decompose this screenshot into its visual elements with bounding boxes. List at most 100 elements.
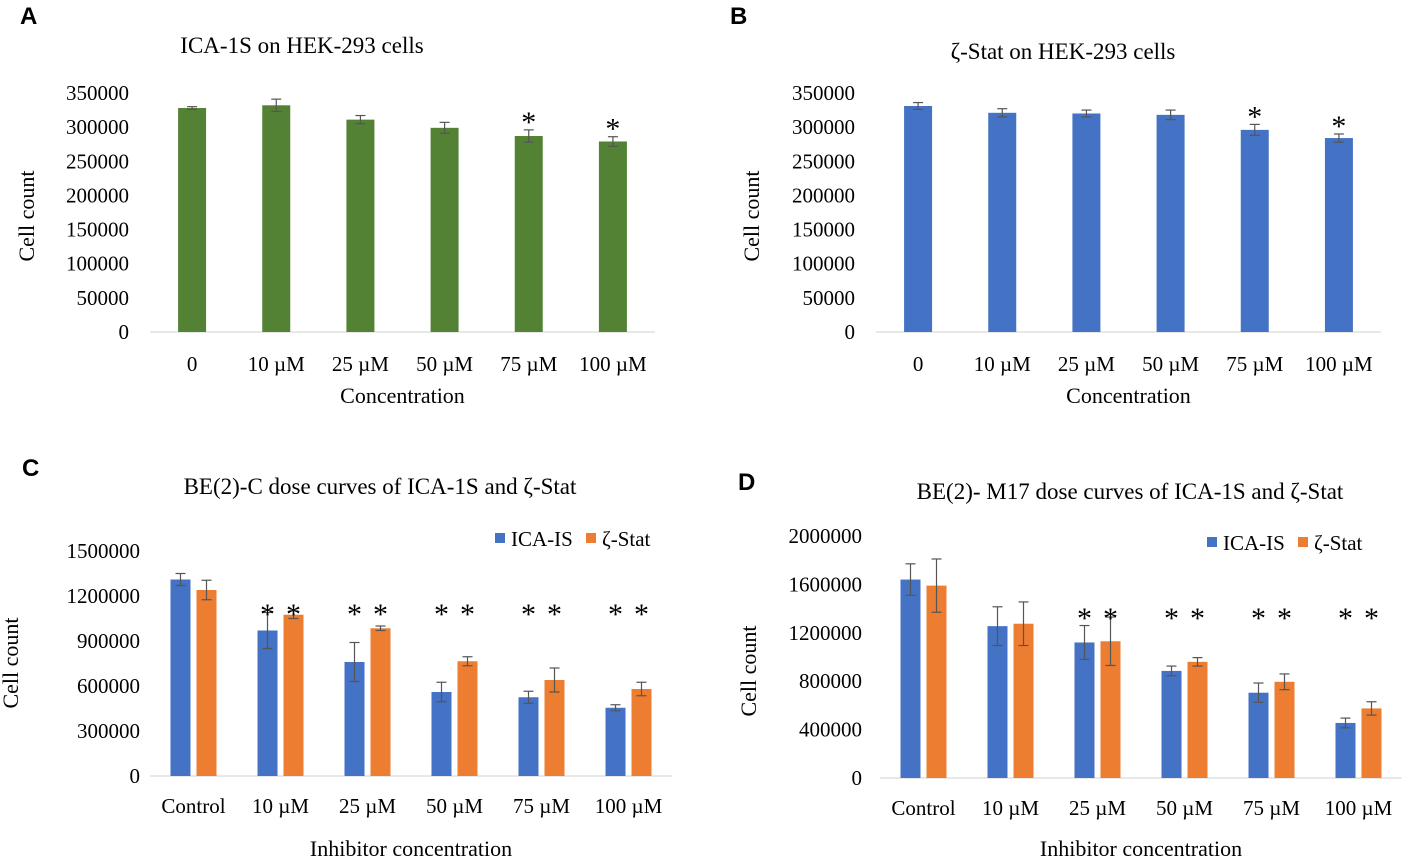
y-tick-label: 250000 bbox=[792, 149, 855, 173]
y-tick-label: 1600000 bbox=[789, 572, 863, 596]
significance-star: * bbox=[1277, 602, 1292, 635]
chart-title: ICA-1S on HEK-293 cells bbox=[180, 33, 423, 58]
chart-title: ζ-Stat on HEK-293 cells bbox=[951, 39, 1176, 64]
legend-entry: ICA-IS bbox=[511, 527, 573, 551]
significance-star: * bbox=[634, 598, 649, 631]
bar-stat-5 bbox=[631, 689, 652, 776]
bar-stat-3 bbox=[1187, 661, 1208, 778]
bar-stat-1 bbox=[283, 614, 304, 776]
significance-star: * bbox=[608, 598, 623, 631]
x-axis-label: Concentration bbox=[1066, 383, 1191, 408]
bar-ica-1s-0 bbox=[178, 108, 207, 332]
bar-ica-is-1 bbox=[257, 630, 278, 776]
y-tick-label: 350000 bbox=[792, 81, 855, 105]
x-tick-label: 100 µM bbox=[1305, 352, 1373, 376]
panel-a: A ICA-1S on HEK-293 cells 0 50000 100000 1500… bbox=[14, 3, 655, 408]
significance-star: * bbox=[1364, 602, 1379, 635]
x-tick-label: 100 µM bbox=[595, 794, 663, 818]
x-tick-label: 75 µM bbox=[1243, 796, 1300, 820]
bar-ica-is-2 bbox=[1074, 642, 1095, 778]
bar-stat-2 bbox=[370, 628, 391, 776]
bar-ica-1s-5 bbox=[598, 141, 627, 332]
y-tick-label: 1500000 bbox=[67, 539, 141, 563]
y-tick-label: 800000 bbox=[799, 669, 862, 693]
bar-ica-is-0 bbox=[170, 579, 191, 776]
significance-star: * bbox=[521, 598, 536, 631]
x-tick-label: 100 µM bbox=[579, 352, 647, 376]
significance-star: * bbox=[521, 106, 536, 139]
bar-ica-is-3 bbox=[431, 692, 452, 776]
y-tick-label: 300000 bbox=[66, 115, 129, 139]
x-axis-label: Inhibitor concentration bbox=[1040, 836, 1242, 858]
bar-stat-2 bbox=[1072, 113, 1101, 332]
y-tick-label: 900000 bbox=[77, 629, 140, 653]
significance-star: * bbox=[460, 598, 475, 631]
panel-letter: A bbox=[20, 3, 37, 30]
significance-star: * bbox=[1077, 602, 1092, 635]
y-tick-label: 400000 bbox=[799, 718, 862, 742]
chart-title: BE(2)-C dose curves of ICA-1S and ζ-Stat bbox=[184, 474, 577, 499]
y-tick-label: 100000 bbox=[792, 252, 855, 276]
x-tick-label: 75 µM bbox=[500, 352, 557, 376]
x-tick-label: 50 µM bbox=[1142, 352, 1199, 376]
bar-ica-is-3 bbox=[1161, 670, 1182, 778]
significance-star: * bbox=[1247, 100, 1262, 133]
x-tick-label: 10 µM bbox=[248, 352, 305, 376]
legend-swatch bbox=[1298, 537, 1308, 547]
y-tick-label: 150000 bbox=[792, 218, 855, 242]
y-tick-label: 300000 bbox=[792, 115, 855, 139]
bar-stat-3 bbox=[457, 661, 478, 776]
y-tick-label: 350000 bbox=[66, 81, 129, 105]
y-tick-label: 0 bbox=[130, 764, 141, 788]
significance-star: * bbox=[605, 113, 620, 146]
bar-ica-is-4 bbox=[518, 697, 539, 776]
bar-ica-1s-1 bbox=[262, 105, 291, 332]
y-tick-label: 150000 bbox=[66, 218, 129, 242]
x-axis-label: Concentration bbox=[340, 383, 465, 408]
bar-stat-0 bbox=[196, 590, 217, 776]
y-tick-label: 50000 bbox=[77, 286, 130, 310]
panel-letter: D bbox=[738, 469, 755, 496]
x-tick-label: 10 µM bbox=[982, 796, 1039, 820]
x-tick-label: Control bbox=[161, 794, 225, 818]
significance-star: * bbox=[1190, 602, 1205, 635]
bar-ica-is-1 bbox=[987, 626, 1008, 778]
bar-ica-is-5 bbox=[605, 707, 626, 776]
x-tick-label: 10 µM bbox=[252, 794, 309, 818]
significance-star: * bbox=[434, 598, 449, 631]
bar-ica-is-0 bbox=[900, 579, 921, 778]
bar-stat-5 bbox=[1324, 138, 1353, 332]
panel-b: Bζ-Stat on HEK-293 cells 0 50000 100000 1500… bbox=[730, 3, 1381, 408]
legend-swatch bbox=[495, 533, 505, 543]
bar-stat-0 bbox=[926, 585, 947, 778]
x-tick-label: 25 µM bbox=[1069, 796, 1126, 820]
x-tick-label: 50 µM bbox=[426, 794, 483, 818]
bar-stat-4 bbox=[1274, 681, 1295, 778]
x-tick-label: 0 bbox=[187, 352, 198, 376]
significance-star: * bbox=[373, 598, 388, 631]
x-tick-label: 0 bbox=[913, 352, 924, 376]
bar-stat-4 bbox=[544, 680, 565, 776]
y-tick-label: 250000 bbox=[66, 149, 129, 173]
x-tick-label: 100 µM bbox=[1325, 796, 1393, 820]
bar-stat-4 bbox=[1240, 129, 1269, 332]
y-tick-label: 0 bbox=[852, 766, 863, 790]
significance-star: * bbox=[1338, 602, 1353, 635]
legend-entry: ICA-IS bbox=[1223, 531, 1285, 555]
x-tick-label: Control bbox=[891, 796, 955, 820]
bar-ica-is-4 bbox=[1248, 692, 1269, 778]
y-tick-label: 600000 bbox=[77, 674, 140, 698]
panel-c: C BE(2)-C dose curves of ICA-1S and ζ-Sta… bbox=[0, 455, 672, 858]
bar-stat-0 bbox=[904, 105, 933, 332]
x-tick-label: 10 µM bbox=[974, 352, 1031, 376]
y-tick-label: 0 bbox=[845, 320, 856, 344]
legend-entry: ζ-Stat bbox=[602, 527, 651, 551]
x-tick-label: 50 µM bbox=[416, 352, 473, 376]
bar-stat-2 bbox=[1100, 641, 1121, 778]
bar-ica-1s-4 bbox=[514, 136, 543, 332]
bar-ica-1s-3 bbox=[430, 127, 459, 332]
y-tick-label: 200000 bbox=[792, 183, 855, 207]
bar-ica-is-2 bbox=[344, 662, 365, 776]
bar-stat-1 bbox=[1013, 623, 1034, 778]
